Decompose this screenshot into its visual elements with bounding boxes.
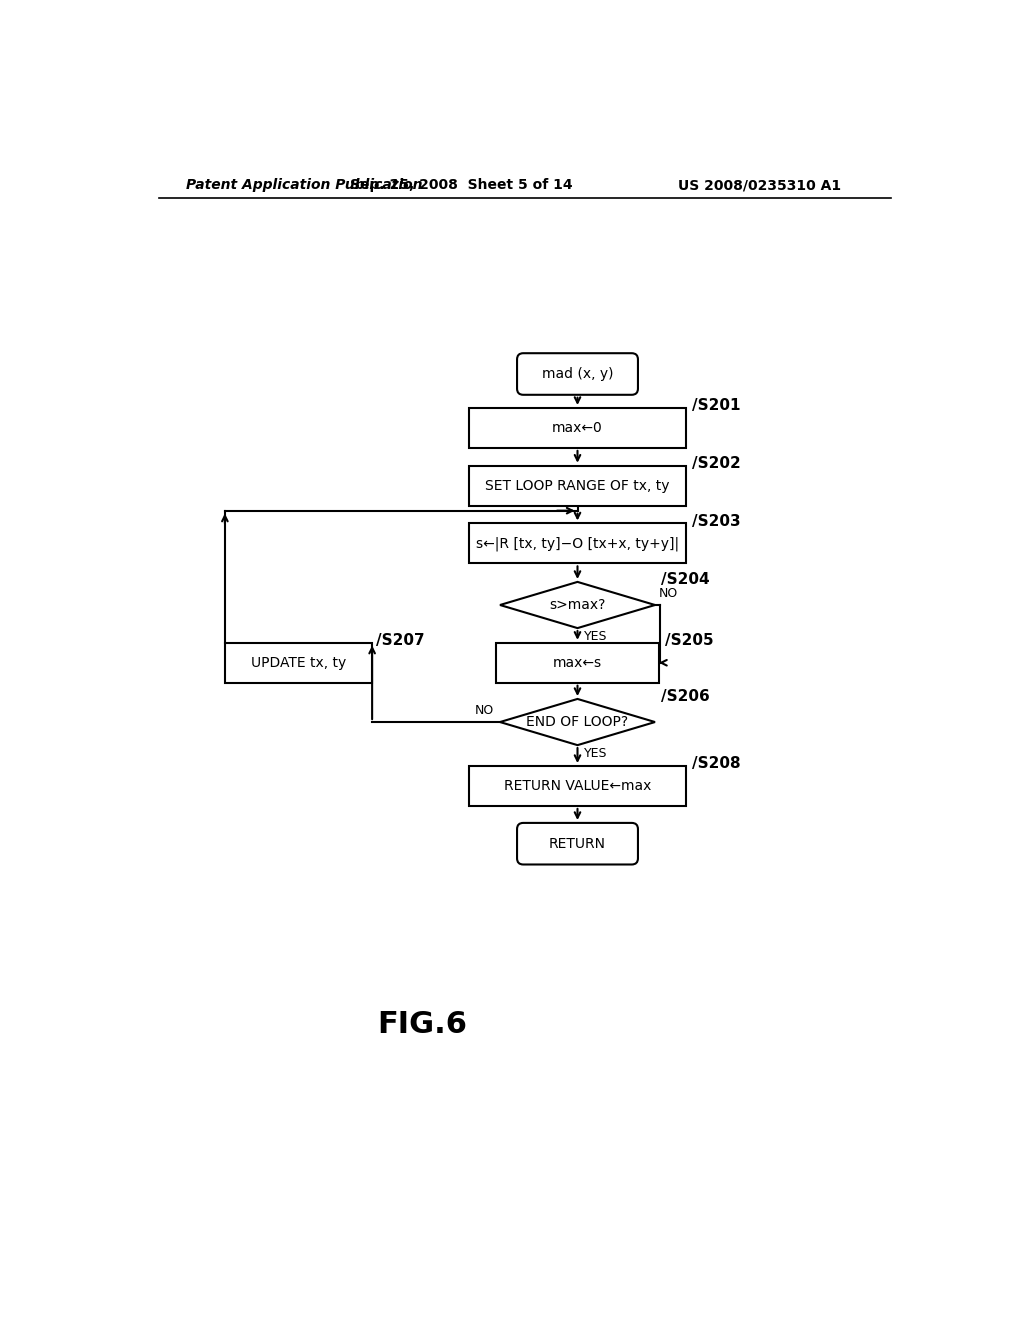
Text: FIG.6: FIG.6 [378, 1010, 468, 1039]
Text: /S205: /S205 [665, 632, 714, 648]
Text: RETURN VALUE←max: RETURN VALUE←max [504, 779, 651, 793]
Text: RETURN: RETURN [549, 837, 606, 850]
Text: END OF LOOP?: END OF LOOP? [526, 715, 629, 729]
FancyBboxPatch shape [469, 524, 686, 564]
Text: /S202: /S202 [692, 455, 741, 471]
Text: Patent Application Publication: Patent Application Publication [186, 178, 423, 193]
Text: /S204: /S204 [662, 572, 710, 587]
Text: max←0: max←0 [552, 421, 603, 434]
Text: UPDATE tx, ty: UPDATE tx, ty [251, 656, 346, 669]
FancyBboxPatch shape [469, 466, 686, 506]
Text: /S207: /S207 [376, 632, 425, 648]
Text: NO: NO [658, 586, 678, 599]
Text: /S208: /S208 [692, 756, 740, 771]
Text: /S206: /S206 [662, 689, 710, 704]
Text: Sep. 25, 2008  Sheet 5 of 14: Sep. 25, 2008 Sheet 5 of 14 [350, 178, 572, 193]
FancyBboxPatch shape [469, 766, 686, 807]
Text: mad (x, y): mad (x, y) [542, 367, 613, 381]
Text: NO: NO [474, 704, 494, 717]
FancyBboxPatch shape [517, 822, 638, 865]
Text: /S201: /S201 [692, 399, 740, 413]
Polygon shape [500, 700, 655, 744]
Text: /S203: /S203 [692, 513, 740, 528]
Text: YES: YES [584, 747, 607, 760]
Text: s>max?: s>max? [549, 598, 605, 612]
Text: SET LOOP RANGE OF tx, ty: SET LOOP RANGE OF tx, ty [485, 479, 670, 492]
Text: US 2008/0235310 A1: US 2008/0235310 A1 [678, 178, 841, 193]
FancyBboxPatch shape [225, 643, 372, 682]
Text: max←s: max←s [553, 656, 602, 669]
Polygon shape [500, 582, 655, 628]
FancyBboxPatch shape [469, 408, 686, 447]
FancyBboxPatch shape [517, 354, 638, 395]
FancyBboxPatch shape [496, 643, 658, 682]
Text: YES: YES [584, 631, 607, 643]
Text: s←|R [tx, ty]−O [tx+x, ty+y]|: s←|R [tx, ty]−O [tx+x, ty+y]| [476, 536, 679, 550]
